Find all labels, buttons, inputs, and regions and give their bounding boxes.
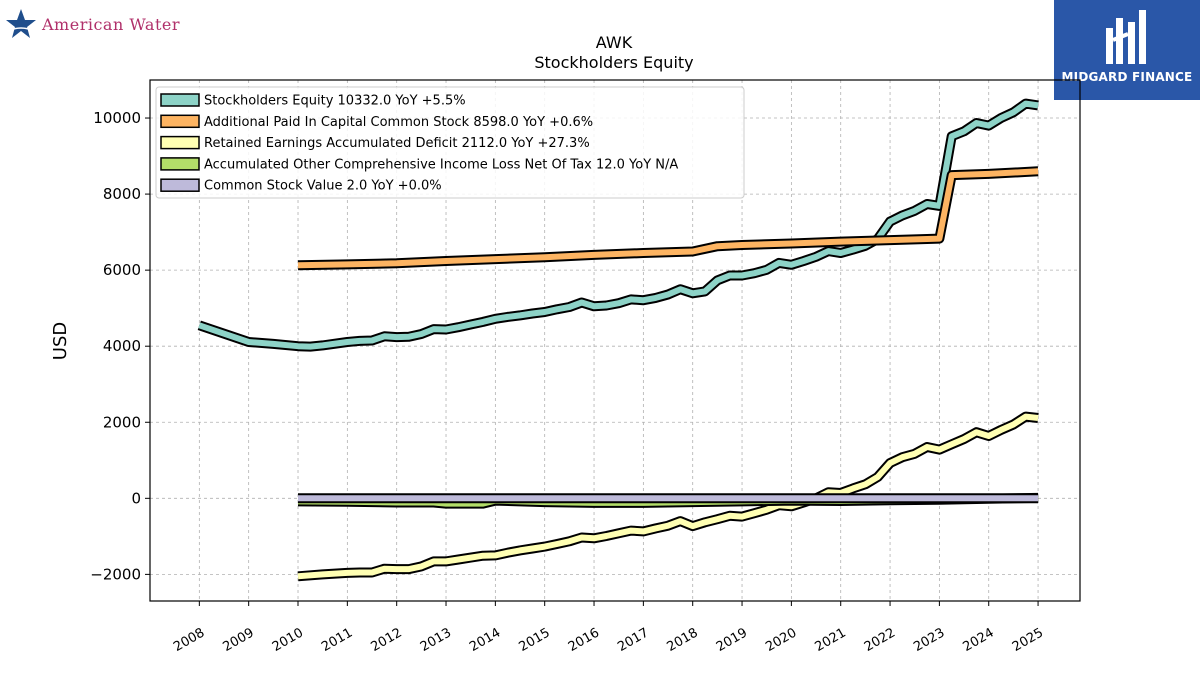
plot-frame — [149, 79, 1081, 602]
x-tick-label: 2020 — [763, 625, 799, 655]
x-tick-label: 2023 — [911, 625, 947, 655]
x-tick-label: 2016 — [566, 625, 602, 655]
x-axis: 2008 2009 2010 2011 2012 2013 2014 2015 2016 2017… — [171, 601, 1046, 655]
x-tick-label: 2021 — [813, 625, 849, 655]
american-water-logo: American Water — [4, 4, 180, 44]
series-lines — [197, 98, 1039, 582]
x-tick-label: 2012 — [369, 625, 405, 655]
x-tick-label: 2018 — [665, 625, 701, 655]
y-tick-label: 2000 — [103, 413, 141, 431]
y-tick-label: 4000 — [103, 337, 141, 355]
midgard-finance-logo: MIDGARD FINANCE — [1054, 0, 1200, 100]
series-line-2 — [297, 413, 1039, 580]
american-water-logo-text: American Water — [42, 14, 180, 34]
chart-subtitle: Stockholders Equity — [534, 53, 693, 72]
midgard-emblem-icon — [1106, 10, 1146, 64]
y-tick-label: 0 — [131, 489, 141, 507]
legend-swatch — [160, 178, 200, 192]
legend-swatch — [160, 157, 200, 171]
y-tick-label: −2000 — [90, 565, 141, 583]
star-icon — [6, 9, 36, 38]
y-axis: −2000 0 2000 4000 6000 8000 10000 — [90, 109, 150, 583]
legend-swatch — [160, 114, 200, 129]
legend-swatch — [160, 135, 200, 150]
legend-label: Retained Earnings Accumulated Deficit 21… — [204, 136, 590, 151]
y-tick-label: 10000 — [93, 109, 141, 127]
y-axis-label: USD — [50, 322, 71, 360]
y-tick-label: 8000 — [103, 185, 141, 203]
y-tick-label: 6000 — [103, 261, 141, 279]
legend-label: Common Stock Value 2.0 YoY +0.0% — [204, 179, 442, 194]
x-tick-label: 2015 — [517, 625, 553, 655]
legend: Stockholders Equity 10332.0 YoY +5.5% Add… — [155, 86, 745, 199]
x-tick-label: 2011 — [319, 625, 355, 655]
series-line-1 — [297, 168, 1039, 269]
x-tick-label: 2025 — [1010, 625, 1046, 655]
legend-label: Additional Paid In Capital Common Stock … — [204, 115, 593, 130]
legend-label: Accumulated Other Comprehensive Income L… — [204, 157, 678, 172]
legend-box — [155, 86, 745, 199]
x-tick-label: 2013 — [418, 625, 454, 655]
x-tick-label: 2014 — [467, 625, 503, 655]
series-line-0 — [198, 100, 1039, 350]
x-tick-label: 2024 — [961, 625, 997, 655]
legend-label: Stockholders Equity 10332.0 YoY +5.5% — [204, 94, 466, 109]
x-tick-label: 2017 — [615, 625, 651, 655]
x-tick-label: 2010 — [270, 625, 306, 655]
chart-title: AWK — [596, 33, 633, 52]
x-tick-label: 2022 — [862, 625, 898, 655]
x-tick-label: 2008 — [171, 625, 207, 655]
legend-swatch — [160, 93, 200, 107]
x-tick-label: 2009 — [221, 625, 257, 655]
midgard-finance-logo-text: MIDGARD FINANCE — [1061, 70, 1193, 84]
x-tick-label: 2019 — [714, 625, 750, 655]
